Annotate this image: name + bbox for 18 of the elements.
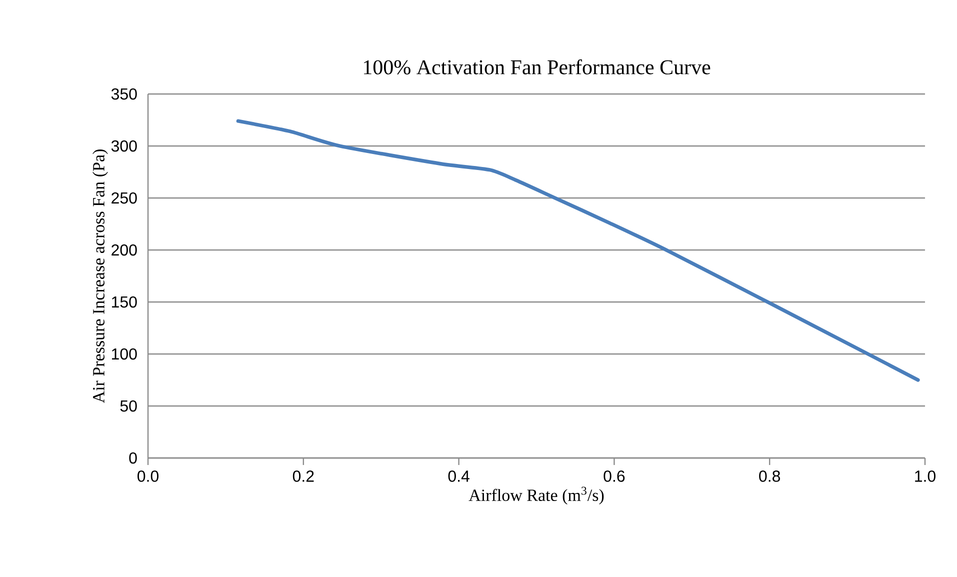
x-tick-label: 0.6 [604, 470, 625, 482]
y-tick-label: 50 [120, 400, 137, 412]
y-tick-label: 300 [111, 140, 137, 152]
x-tick-label: 0.8 [759, 470, 780, 482]
y-tick-label: 100 [112, 348, 137, 360]
x-tick-label: 0.4 [448, 470, 470, 482]
x-axis-title: Airflow Rate (m$^{3}$/s) [468, 486, 604, 504]
chart-title: 100% Activation Fan Performance Curve [364, 59, 710, 74]
y-tick-label: 150 [112, 296, 137, 308]
x-tick-label: 0.2 [292, 470, 314, 482]
line-series [236, 119, 920, 382]
y-axis-title: Air Pressure Increase across Fan (Pa) [92, 150, 108, 404]
x-tick-label: 0.0 [138, 470, 158, 482]
y-tick-label: 250 [112, 192, 137, 204]
y-tick-label: 350 [111, 88, 137, 100]
y-tick-label: 200 [112, 244, 137, 256]
x-tick-label: 1.0 [915, 470, 936, 482]
y-tick-label: 0 [129, 452, 137, 464]
